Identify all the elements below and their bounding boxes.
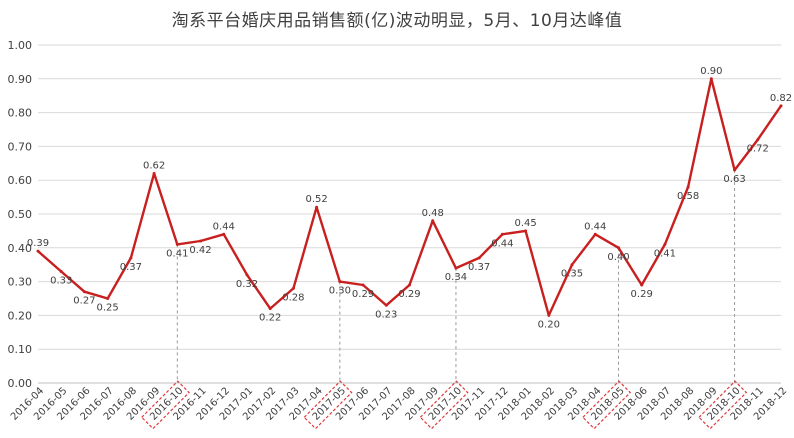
data-label: 0.62 [143,160,165,171]
data-point [199,239,203,243]
data-label: 0.30 [329,286,351,297]
data-point [315,205,319,209]
highlight-box [140,380,190,430]
data-point [524,229,528,233]
y-tick-label: 0.50 [8,208,33,221]
data-label: 0.37 [468,262,490,273]
data-point [106,297,110,300]
data-label: 0.22 [259,313,281,324]
data-label: 0.45 [514,218,536,229]
data-point [431,219,435,223]
data-label: 0.44 [491,238,513,249]
y-tick-label: 1.00 [8,39,33,52]
data-label: 0.29 [398,289,420,300]
data-point [640,283,644,287]
data-label: 0.33 [50,275,72,286]
data-label: 0.44 [584,221,606,232]
data-label: 0.35 [561,269,583,280]
data-point [709,77,713,81]
data-label: 0.42 [189,245,211,256]
y-tick-label: 0.40 [8,242,33,255]
data-point [152,171,156,175]
data-label: 0.25 [97,303,119,314]
data-label: 0.48 [422,208,444,219]
data-point [779,104,783,108]
data-point [616,246,620,250]
data-label: 0.29 [352,289,374,300]
data-label: 0.90 [700,66,722,77]
highlight-box [303,380,353,430]
data-label: 0.27 [73,296,95,307]
data-label: 0.63 [723,174,745,185]
data-label: 0.41 [654,248,676,259]
data-point [82,290,86,294]
series-line [37,77,782,317]
highlight-box [698,380,748,430]
data-label: 0.28 [282,292,304,303]
y-tick-label: 0.90 [8,73,33,86]
data-point [361,283,365,287]
data-point [268,307,272,311]
data-point [663,242,667,246]
data-point [733,168,737,172]
y-tick-label: 0.80 [8,107,33,120]
data-point [500,232,504,236]
data-point [756,138,760,142]
data-label: 0.82 [770,93,792,104]
data-point [175,242,179,246]
data-point [129,256,133,260]
highlight-box [582,380,632,430]
data-point [222,232,226,236]
data-point [245,273,249,277]
data-label: 0.72 [747,144,769,155]
data-label: 0.20 [538,319,560,330]
data-label: 0.40 [607,252,629,263]
y-tick-label: 0.20 [8,309,33,322]
data-label: 0.34 [445,272,467,283]
data-label: 0.29 [631,289,653,300]
data-label: 0.58 [677,191,699,202]
y-tick-label: 0.00 [8,377,33,390]
data-label: 0.44 [213,221,235,232]
data-point [384,303,388,307]
data-point [593,232,597,236]
y-tick-label: 0.60 [8,174,33,187]
chart-title: 淘系平台婚庆用品销售额(亿)波动明显，5月、10月达峰值 [171,11,623,31]
data-point [36,249,40,253]
data-point [408,283,411,287]
data-label: 0.37 [120,262,142,273]
y-tick-label: 0.30 [8,276,33,289]
data-label: 0.32 [236,279,258,290]
data-point [454,266,458,270]
highlight-box [419,380,469,430]
data-label: 0.52 [305,194,327,205]
data-label: 0.39 [27,238,49,249]
data-label: 0.23 [375,309,397,320]
data-point [291,286,295,290]
data-point [570,263,574,267]
data-label: 0.41 [166,248,188,259]
data-point [338,280,342,284]
y-tick-label: 0.10 [8,343,33,356]
data-point [686,185,690,189]
data-point [477,256,481,260]
data-point [59,269,63,273]
y-tick-label: 0.70 [8,140,33,153]
data-point [547,313,551,317]
